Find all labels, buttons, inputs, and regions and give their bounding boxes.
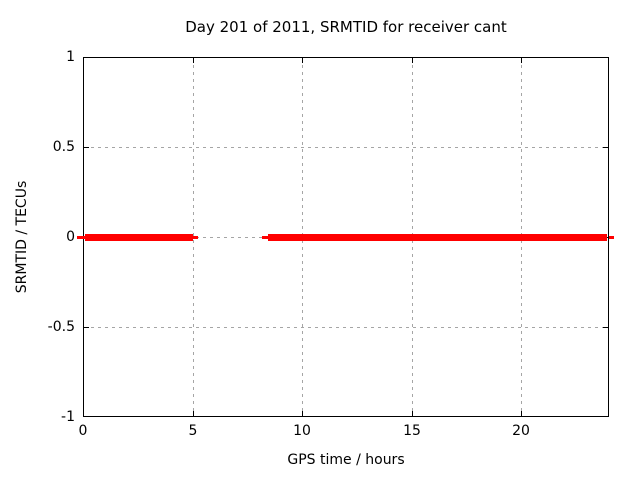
data-line-segment xyxy=(85,234,193,241)
x-tick-top xyxy=(412,58,413,63)
data-line-tip xyxy=(609,236,614,239)
y-tick-label: 0.5 xyxy=(52,139,75,155)
data-line-tip xyxy=(262,236,268,239)
x-tick-bottom xyxy=(302,411,303,416)
x-tick-label: 15 xyxy=(403,423,421,439)
y-gridline xyxy=(84,327,608,328)
y-gridline xyxy=(84,147,608,148)
x-tick-bottom xyxy=(193,411,194,416)
x-tick-label: 10 xyxy=(293,423,311,439)
data-line-segment xyxy=(268,234,607,241)
x-tick-top xyxy=(521,58,522,63)
x-axis-label: GPS time / hours xyxy=(287,452,405,468)
x-tick-label: 20 xyxy=(512,423,530,439)
x-tick-bottom xyxy=(521,411,522,416)
x-tick-label: 5 xyxy=(188,423,198,439)
x-tick-top xyxy=(302,58,303,63)
y-tick-label: -0.5 xyxy=(47,319,75,335)
data-line-tip xyxy=(193,236,198,239)
x-tick-bottom xyxy=(412,411,413,416)
y-tick-left xyxy=(84,147,89,148)
data-line-tip xyxy=(77,236,85,239)
y-tick-label: 1 xyxy=(66,49,75,65)
y-tick-label: -1 xyxy=(61,409,75,425)
x-tick-top xyxy=(193,58,194,63)
chart-title: Day 201 of 2011, SRMTID for receiver can… xyxy=(185,18,507,36)
y-tick-right xyxy=(603,147,608,148)
y-tick-label: 0 xyxy=(66,229,75,245)
y-tick-right xyxy=(603,327,608,328)
y-tick-left xyxy=(84,327,89,328)
x-tick-label: 0 xyxy=(78,423,88,439)
